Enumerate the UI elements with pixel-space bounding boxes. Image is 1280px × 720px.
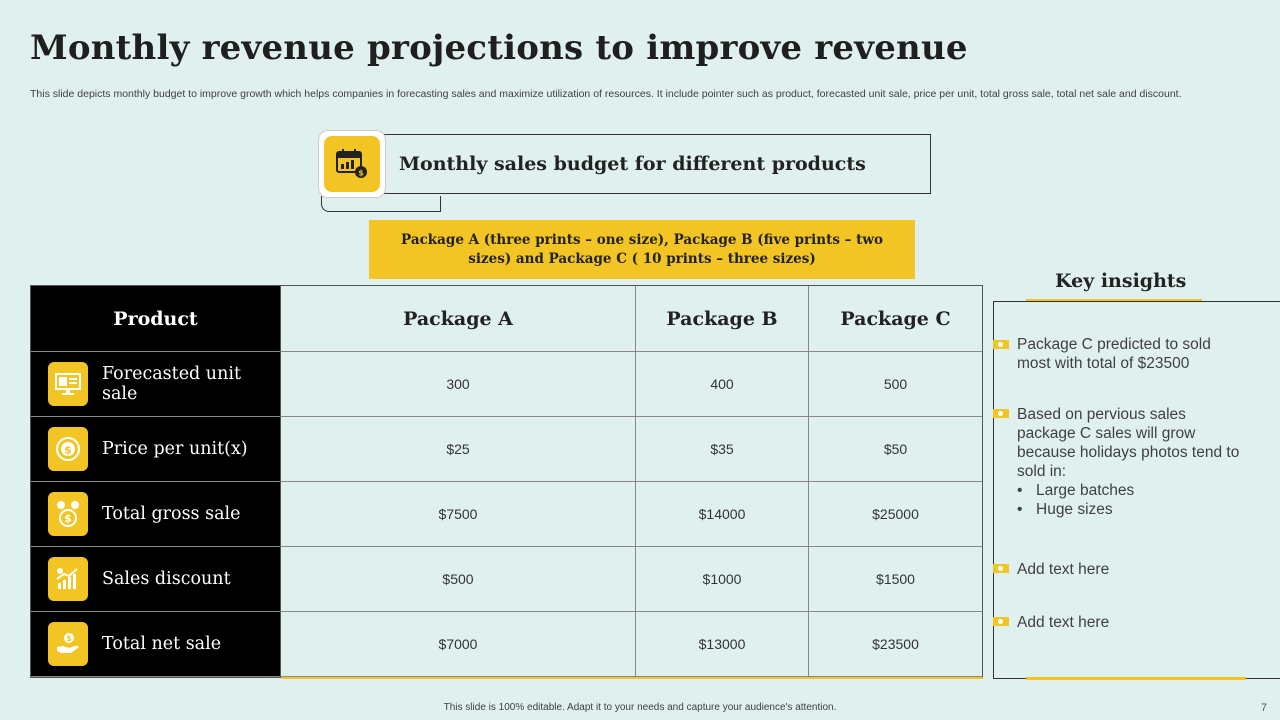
table-bottom-accent (281, 677, 983, 679)
header-product: Product (31, 286, 281, 352)
budget-table: Product Package A Package B Package C Fo… (30, 285, 983, 679)
budget-icon-box: $ (319, 131, 385, 197)
slide-subtitle: This slide depicts monthly budget to imp… (30, 88, 1182, 100)
header-package-b: Package B (636, 286, 809, 352)
header-package-a: Package A (281, 286, 636, 352)
cell-value: $35 (636, 417, 809, 482)
table-row: Sales discount $500 $1000 $1500 (31, 547, 982, 612)
insights-title: Key insights (1055, 270, 1187, 292)
cell-value: $14000 (636, 482, 809, 547)
insight-item: Based on pervious sales package C sales … (1017, 405, 1247, 519)
cell-value: 500 (809, 352, 982, 417)
bullet-icon (993, 340, 1009, 349)
monitor-chart-icon (48, 362, 88, 406)
footer-note: This slide is 100% editable. Adapt it to… (443, 702, 837, 713)
svg-text:$: $ (66, 634, 72, 643)
row-label: Total net sale (102, 634, 222, 654)
row-label: Sales discount (102, 569, 231, 589)
calendar-money-icon: $ (336, 149, 367, 178)
page-number: 7 (1260, 702, 1267, 714)
money-bag-icon: $ (48, 492, 88, 536)
sublist-item: Large batches (1017, 481, 1247, 500)
budget-card-label: Monthly sales budget for different produ… (399, 153, 866, 175)
hand-money-icon: $ (48, 622, 88, 666)
cell-value: $13000 (636, 612, 809, 677)
table-header-row: Product Package A Package B Package C (31, 286, 982, 352)
cell-value: $500 (281, 547, 636, 612)
cell-value: $1500 (809, 547, 982, 612)
cell-value: $23500 (809, 612, 982, 677)
svg-text:$: $ (64, 444, 72, 457)
svg-text:$: $ (64, 512, 72, 525)
insights-bottom-accent (1026, 677, 1246, 680)
header-package-c: Package C (809, 286, 982, 352)
table-row: $ Total gross sale $7500 $14000 $25000 (31, 482, 982, 547)
row-label: Forecasted unit sale (102, 364, 241, 404)
row-label: Price per unit(x) (102, 439, 248, 459)
row-label: Total gross sale (102, 504, 241, 524)
cell-value: 400 (636, 352, 809, 417)
bullet-icon (993, 409, 1009, 418)
table-row: $ Price per unit(x) $25 $35 $50 (31, 417, 982, 482)
svg-text:$: $ (358, 169, 364, 178)
cell-value: 300 (281, 352, 636, 417)
insight-item: Add text here (1017, 614, 1110, 631)
cell-value: $50 (809, 417, 982, 482)
dollar-coin-icon: $ (48, 427, 88, 471)
insight-item: Add text here (1017, 561, 1110, 578)
cell-value: $7500 (281, 482, 636, 547)
slide-title: Monthly revenue projections to improve r… (30, 28, 968, 68)
connector-line (321, 196, 441, 212)
bullet-icon (993, 564, 1009, 573)
cell-value: $25000 (809, 482, 982, 547)
insights-underline (1026, 299, 1202, 302)
growth-chart-icon (48, 557, 88, 601)
budget-card: Monthly sales budget for different produ… (380, 134, 931, 194)
insight-item: Package C predicted to sold most with to… (1017, 336, 1211, 372)
bullet-icon (993, 617, 1009, 626)
insight-sublist: Large batches Huge sizes (1017, 481, 1247, 519)
table-row: $ Total net sale $7000 $13000 $23500 (31, 612, 982, 677)
cell-value: $1000 (636, 547, 809, 612)
sublist-item: Huge sizes (1017, 500, 1247, 519)
insight-text: Based on pervious sales package C sales … (1017, 406, 1240, 480)
package-banner: Package A (three prints – one size), Pac… (369, 220, 915, 279)
table-row: Forecasted unit sale 300 400 500 (31, 352, 982, 417)
cell-value: $7000 (281, 612, 636, 677)
cell-value: $25 (281, 417, 636, 482)
